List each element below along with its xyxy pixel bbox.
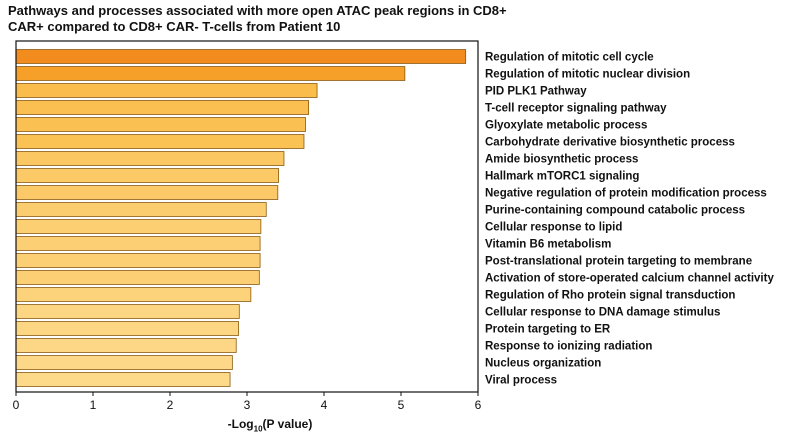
bar bbox=[15, 321, 239, 336]
x-axis: 0 1 2 3 4 5 6 bbox=[13, 392, 482, 412]
bar bbox=[15, 355, 233, 370]
bar bbox=[15, 168, 279, 183]
category-labels: Regulation of mitotic cell cycle Regulati… bbox=[485, 52, 774, 387]
category-label: Cellular response to lipid bbox=[485, 222, 622, 234]
bar bbox=[15, 83, 318, 98]
bar bbox=[15, 117, 306, 132]
category-label: Response to ionizing radiation bbox=[485, 341, 652, 353]
category-label: Nucleus organization bbox=[485, 358, 601, 370]
x-tick-label: 1 bbox=[90, 398, 97, 412]
category-label: Regulation of Rho protein signal transdu… bbox=[485, 290, 735, 302]
bar bbox=[15, 66, 406, 81]
category-label: Vitamin B6 metabolism bbox=[485, 239, 611, 251]
category-label: Viral process bbox=[485, 375, 557, 387]
category-label: Carbohydrate derivative biosynthetic pro… bbox=[485, 137, 735, 149]
x-tick-label: 0 bbox=[13, 398, 20, 412]
bar-layer bbox=[15, 49, 467, 387]
category-label: Regulation of mitotic cell cycle bbox=[485, 52, 654, 64]
chart-title: Pathways and processes associated with m… bbox=[8, 3, 507, 34]
bar bbox=[15, 270, 260, 285]
category-label: Purine-containing compound catabolic pro… bbox=[485, 205, 745, 217]
bar bbox=[15, 287, 252, 302]
category-label: Cellular response to DNA damage stimulus bbox=[485, 307, 720, 319]
category-label: Hallmark mTORC1 signaling bbox=[485, 171, 639, 183]
bar bbox=[15, 49, 467, 64]
x-tick-label: 6 bbox=[475, 398, 482, 412]
category-label: Post-translational protein targeting to … bbox=[485, 256, 752, 268]
bar bbox=[15, 202, 267, 217]
bar bbox=[15, 236, 261, 251]
bar bbox=[15, 253, 261, 268]
category-label: Activation of store-operated calcium cha… bbox=[485, 273, 774, 285]
bar bbox=[15, 338, 237, 353]
bar bbox=[15, 151, 285, 166]
bar bbox=[15, 372, 231, 387]
category-label: PID PLK1 Pathway bbox=[485, 86, 587, 98]
bar bbox=[15, 100, 310, 115]
category-label: Glyoxylate metabolic process bbox=[485, 120, 647, 132]
x-tick-label: 2 bbox=[167, 398, 174, 412]
category-label: T-cell receptor signaling pathway bbox=[485, 103, 667, 115]
bar bbox=[15, 134, 305, 149]
x-axis-label-subscript: 10 bbox=[253, 424, 263, 434]
x-tick-label: 4 bbox=[321, 398, 328, 412]
bar bbox=[15, 219, 262, 234]
category-label: Negative regulation of protein modificat… bbox=[485, 188, 767, 200]
bar bbox=[15, 185, 279, 200]
category-label: Regulation of mitotic nuclear division bbox=[485, 69, 690, 81]
x-tick-label: 5 bbox=[398, 398, 405, 412]
x-axis-label-suffix: (P value) bbox=[262, 417, 313, 431]
bar bbox=[15, 304, 240, 319]
category-label: Amide biosynthetic process bbox=[485, 154, 638, 166]
x-tick-label: 3 bbox=[244, 398, 251, 412]
x-axis-label: -Log10(P value) bbox=[180, 417, 360, 433]
x-axis-label-prefix: -Log bbox=[227, 417, 254, 431]
category-label: Protein targeting to ER bbox=[485, 324, 611, 336]
